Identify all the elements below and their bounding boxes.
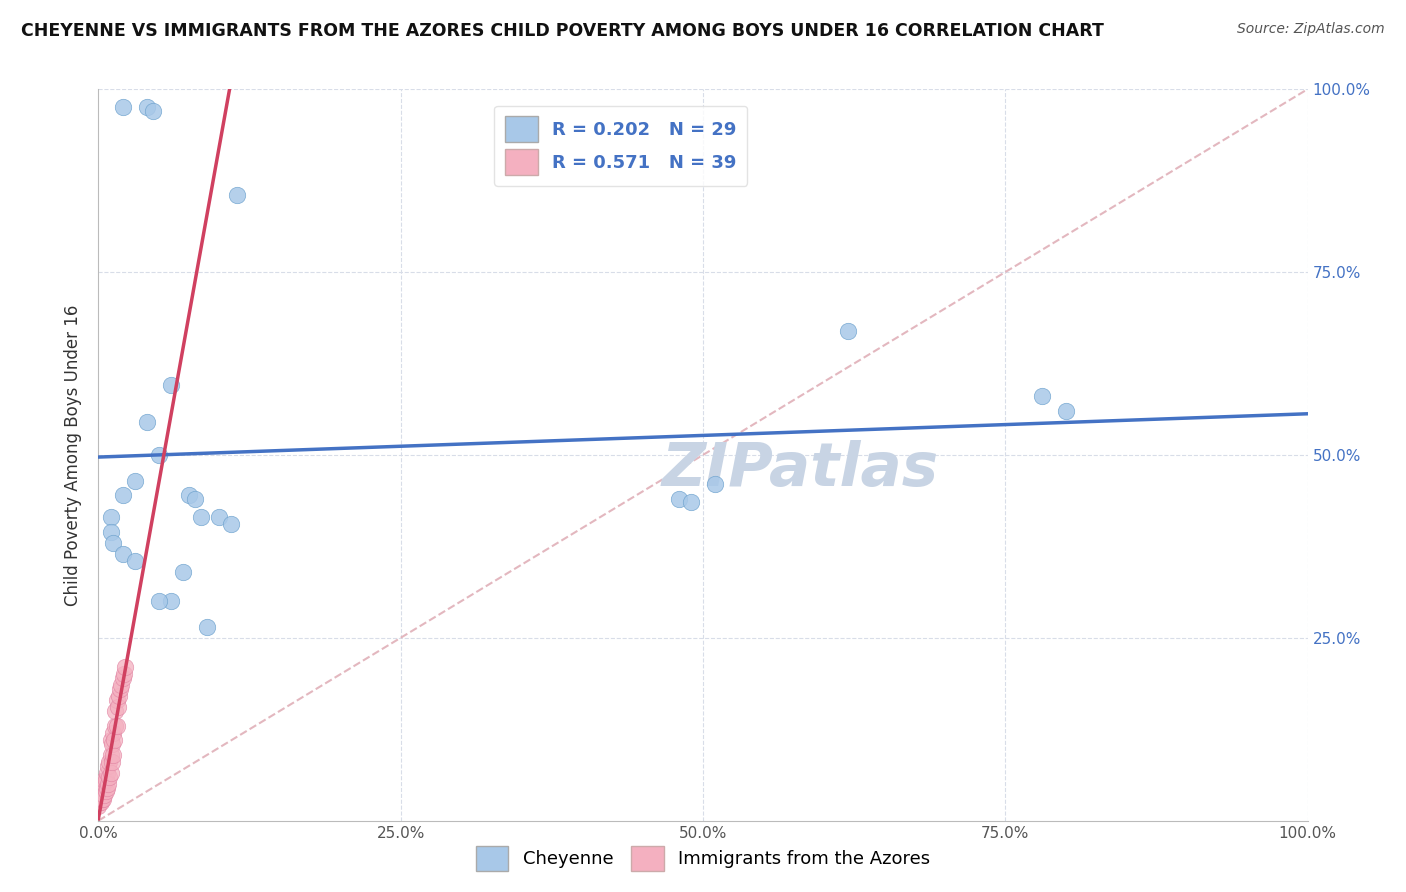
Point: [101, 747, 124, 762]
Point: [172, 565, 194, 579]
Point: [100, 510, 122, 524]
Point: [114, 660, 136, 674]
Y-axis label: Child Poverty Among Boys Under 16: Child Poverty Among Boys Under 16: [65, 304, 83, 606]
Point: [226, 188, 249, 202]
Point: [160, 378, 183, 392]
Point: [94, 773, 117, 788]
Point: [89, 791, 111, 805]
Point: [111, 547, 134, 561]
Point: [111, 671, 134, 685]
Point: [91, 784, 114, 798]
Point: [124, 474, 146, 488]
Point: [87, 799, 110, 814]
Point: [1054, 404, 1077, 418]
Point: [94, 784, 117, 798]
Point: [98, 770, 121, 784]
Point: [91, 791, 114, 805]
Point: [91, 777, 114, 791]
Point: [107, 700, 129, 714]
Point: [111, 101, 134, 115]
Point: [100, 747, 122, 762]
Point: [101, 535, 124, 549]
Legend: Cheyenne, Immigrants from the Azores: Cheyenne, Immigrants from the Azores: [468, 838, 938, 879]
Point: [112, 667, 135, 681]
Point: [142, 104, 165, 119]
Point: [679, 495, 702, 509]
Point: [100, 737, 122, 751]
Point: [124, 554, 146, 568]
Point: [111, 488, 134, 502]
Point: [96, 780, 118, 795]
Point: [135, 101, 157, 115]
Point: [105, 718, 128, 732]
Point: [100, 766, 122, 780]
Point: [221, 517, 243, 532]
Point: [148, 448, 170, 462]
Point: [668, 491, 690, 506]
Point: [100, 524, 122, 539]
Point: [837, 324, 859, 338]
Point: [100, 755, 122, 769]
Point: [90, 796, 112, 810]
Point: [160, 594, 183, 608]
Point: [1031, 389, 1053, 403]
Point: [91, 791, 114, 805]
Point: [97, 758, 120, 772]
Point: [208, 510, 231, 524]
Point: [704, 477, 727, 491]
Point: [90, 784, 112, 798]
Point: [90, 791, 112, 805]
Point: [105, 693, 128, 707]
Point: [108, 690, 131, 704]
Text: CHEYENNE VS IMMIGRANTS FROM THE AZORES CHILD POVERTY AMONG BOYS UNDER 16 CORRELA: CHEYENNE VS IMMIGRANTS FROM THE AZORES C…: [21, 22, 1104, 40]
Point: [104, 704, 127, 718]
Point: [89, 796, 111, 810]
Point: [96, 766, 118, 780]
Point: [93, 773, 115, 788]
Point: [93, 788, 115, 802]
Point: [135, 415, 157, 429]
Point: [179, 488, 201, 502]
Text: ZIPatlas: ZIPatlas: [661, 440, 938, 499]
Point: [98, 755, 121, 769]
Legend: R = 0.202   N = 29, R = 0.571   N = 39: R = 0.202 N = 29, R = 0.571 N = 39: [495, 105, 748, 186]
Point: [101, 726, 124, 740]
Point: [184, 491, 207, 506]
Point: [195, 620, 218, 634]
Point: [108, 681, 131, 696]
Text: Source: ZipAtlas.com: Source: ZipAtlas.com: [1237, 22, 1385, 37]
Point: [104, 718, 127, 732]
Point: [110, 678, 132, 692]
Point: [97, 777, 120, 791]
Point: [103, 733, 125, 747]
Point: [100, 733, 122, 747]
Point: [148, 594, 170, 608]
Point: [190, 510, 212, 524]
